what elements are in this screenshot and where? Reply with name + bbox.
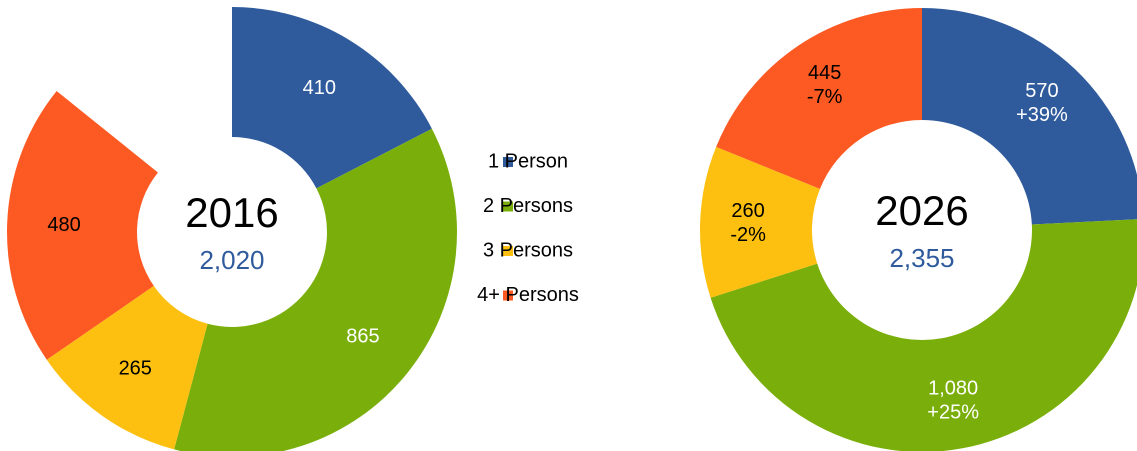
- legend-label: 3 Persons: [483, 239, 573, 261]
- data-label: 265: [119, 358, 152, 380]
- legend-swatch: [503, 246, 513, 256]
- data-label: 480: [47, 214, 80, 236]
- data-label: 1,080: [928, 377, 978, 399]
- center-title: 2016: [185, 189, 278, 236]
- change-label: +25%: [927, 401, 979, 423]
- data-label: 260: [731, 200, 764, 222]
- donut-slice: [46, 285, 208, 450]
- legend-swatch: [503, 157, 513, 167]
- change-label: -7%: [807, 86, 843, 108]
- legend-label: 4+ Persons: [477, 284, 579, 306]
- legend-swatch: [503, 290, 513, 301]
- center-title: 2026: [875, 187, 968, 234]
- center-total: 2,020: [199, 245, 264, 275]
- donut-slice: [716, 8, 922, 189]
- donut-slice: [710, 219, 1137, 451]
- change-label: -2%: [730, 224, 766, 246]
- donut-slice: [6, 91, 158, 360]
- donut-slice: [232, 7, 432, 189]
- donut-slice: [922, 8, 1137, 225]
- change-label: +39%: [1016, 104, 1068, 126]
- data-label: 445: [808, 62, 841, 84]
- legend-swatch: [503, 201, 513, 212]
- data-label: 410: [303, 77, 336, 99]
- legend-label: 2 Persons: [483, 195, 573, 217]
- data-label: 865: [346, 326, 379, 348]
- center-total: 2,355: [889, 243, 954, 273]
- legend-label: 1 Person: [488, 150, 568, 172]
- donut-slice: [700, 146, 820, 298]
- data-label: 570: [1025, 80, 1058, 102]
- donut-slice: [174, 128, 457, 451]
